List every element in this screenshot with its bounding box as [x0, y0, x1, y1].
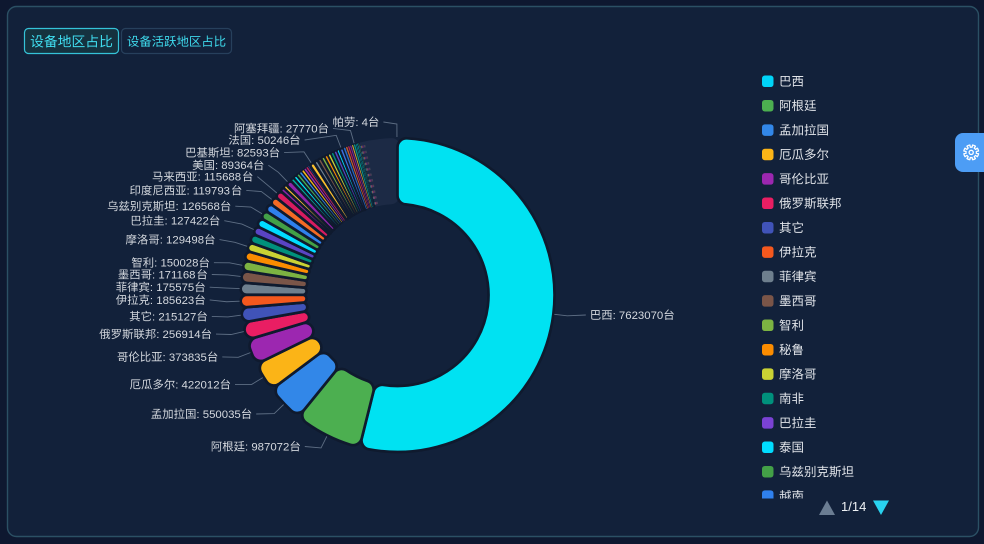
svg-text:: 256914: : 256914: [156, 329, 200, 341]
svg-text:: 115688: : 115688: [198, 172, 242, 184]
svg-text:: 119793: : 119793: [187, 185, 231, 197]
svg-text:: 150028: : 150028: [154, 258, 198, 270]
svg-text:: 175575: : 175575: [150, 282, 194, 294]
svg-text:: 7623070: : 7623070: [613, 310, 664, 322]
svg-text:: 550035: : 550035: [196, 409, 240, 421]
svg-text:: 82593: : 82593: [231, 148, 269, 160]
svg-text:: 373835: : 373835: [163, 352, 207, 364]
svg-text:: 89364: : 89364: [215, 160, 253, 172]
svg-text:: 129498: : 129498: [160, 235, 204, 247]
svg-text:: 171168: : 171168: [152, 269, 196, 281]
svg-text:: 422012: : 422012: [175, 379, 219, 391]
svg-text:: 50246: : 50246: [251, 135, 289, 147]
svg-text:: 215127: : 215127: [152, 311, 196, 323]
svg-text:: 987072: : 987072: [245, 441, 289, 453]
svg-text:1/14: 1/14: [841, 499, 866, 514]
svg-text:: 4: : 4: [355, 117, 368, 129]
svg-text:: 27770: : 27770: [280, 123, 318, 135]
svg-text:: 127422: : 127422: [165, 216, 209, 228]
svg-text:: 185623: : 185623: [150, 295, 194, 307]
svg-text:: 126568: : 126568: [176, 201, 220, 213]
